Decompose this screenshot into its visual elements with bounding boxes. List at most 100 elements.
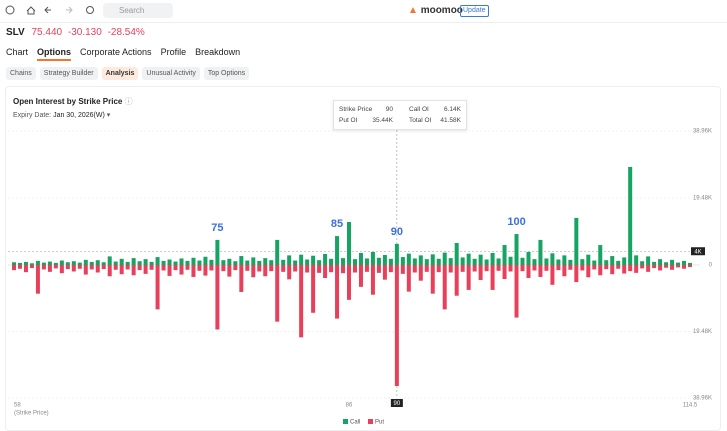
put-bar (137, 265, 142, 271)
legend-label: Call (350, 420, 360, 425)
crosshair-x-label: 90 (394, 401, 401, 407)
call-bar (514, 234, 519, 265)
put-bar (167, 265, 172, 276)
subtab[interactable]: Unusual Activity (142, 67, 200, 80)
update-badge[interactable]: Update (460, 5, 489, 17)
subtab[interactable]: Chains (6, 67, 36, 80)
call-bar (460, 257, 465, 265)
put-bar (388, 265, 393, 273)
tab[interactable]: Options (37, 47, 72, 61)
put-bar (53, 265, 58, 269)
call-bar (173, 261, 178, 265)
card-title: Open Interest by Strike Price ⓘ (13, 97, 133, 106)
put-bar (89, 265, 94, 270)
call-bar (676, 262, 681, 265)
call-bar (478, 254, 483, 265)
call-bar (299, 254, 304, 265)
put-bar (628, 265, 633, 272)
put-bar (185, 265, 190, 270)
call-bar (640, 261, 645, 265)
call-bar (125, 261, 130, 265)
search-box[interactable]: Search (103, 3, 173, 18)
tab[interactable]: Corporate Actions (80, 47, 152, 57)
call-bar (436, 258, 441, 265)
put-bar (113, 265, 118, 270)
subtabs: Chains Strategy Builder Analysis Unusual… (6, 67, 250, 80)
call-bar (484, 259, 489, 265)
subtab[interactable]: Analysis (101, 67, 139, 80)
forward-icon[interactable] (66, 6, 73, 14)
home-icon[interactable] (26, 6, 36, 15)
call-bar (101, 262, 106, 265)
put-bar (586, 265, 591, 278)
put-bar (71, 265, 76, 272)
put-bar (65, 265, 70, 270)
tab[interactable]: Chart (6, 47, 29, 57)
call-bar (155, 257, 160, 265)
history-icon[interactable] (86, 6, 94, 14)
put-bar (197, 265, 202, 271)
put-bar (568, 265, 573, 270)
call-bar (388, 258, 393, 265)
call-bar (502, 245, 507, 265)
back-icon[interactable] (44, 6, 51, 14)
put-bar (287, 265, 292, 280)
put-bar (95, 265, 100, 273)
call-bar (472, 258, 477, 265)
call-bar (281, 259, 286, 265)
tab[interactable]: Profile (160, 47, 187, 57)
put-bar (35, 265, 40, 294)
tip-val: 41.58K (440, 117, 461, 124)
subtab[interactable]: Top Options (203, 67, 250, 80)
put-bar (341, 265, 346, 274)
call-bar (293, 260, 298, 265)
put-bar (173, 265, 178, 271)
call-bar (203, 256, 208, 265)
call-bar (233, 261, 238, 265)
call-bar (592, 260, 597, 265)
call-bar (197, 260, 202, 265)
put-bar (670, 265, 675, 270)
call-bar (191, 257, 196, 265)
call-bar (412, 258, 417, 265)
call-bar (670, 259, 675, 265)
call-bar (658, 259, 663, 265)
call-bar (167, 259, 172, 265)
call-bar (628, 166, 633, 265)
call-bar (131, 258, 136, 265)
put-bar (305, 265, 310, 273)
call-bar (185, 260, 190, 265)
put-bar (676, 265, 681, 268)
crosshair-x-box (390, 399, 403, 407)
put-bar (466, 265, 471, 290)
put-bar (41, 265, 46, 270)
legend-swatch (343, 419, 348, 424)
call-bar (245, 260, 250, 265)
put-bar (502, 265, 507, 279)
call-bar (556, 259, 561, 265)
expiry-value[interactable]: Jan 30, 2026(W) (53, 112, 105, 119)
call-bar (323, 253, 328, 265)
put-bar (269, 265, 274, 272)
call-bar (83, 259, 88, 265)
call-bar (305, 259, 310, 265)
call-bar (574, 217, 579, 265)
call-bar (287, 255, 292, 265)
put-bar (358, 265, 363, 287)
call-bar (358, 252, 363, 265)
call-bar (562, 255, 567, 265)
call-bar (89, 261, 94, 265)
put-bar (448, 265, 453, 273)
put-bar (436, 265, 441, 273)
tab[interactable]: Breakdown (195, 47, 241, 57)
put-bar (520, 265, 525, 272)
put-bar (376, 265, 381, 273)
legend-label: Put (375, 420, 384, 425)
put-bar (215, 265, 220, 330)
put-bar (257, 265, 262, 272)
call-bar (520, 257, 525, 265)
y-tick-label: 38.96K (693, 396, 712, 402)
put-bar (263, 265, 268, 277)
subtab[interactable]: Strategy Builder (39, 67, 98, 80)
refresh-icon[interactable] (5, 5, 15, 15)
